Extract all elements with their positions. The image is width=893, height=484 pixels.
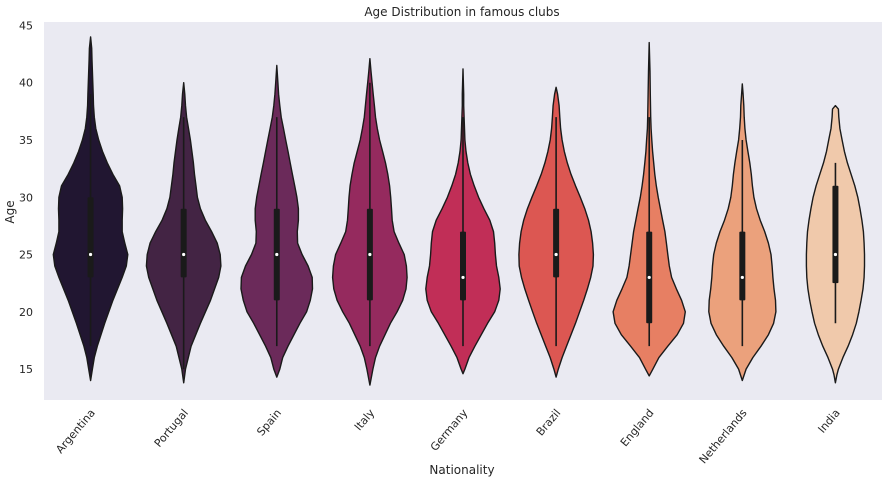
x-tick-label: Brazil <box>534 407 564 439</box>
median-point <box>647 275 651 280</box>
violin-england <box>612 41 686 377</box>
violin-india <box>805 104 866 384</box>
y-tick-label: 35 <box>19 134 33 147</box>
y-tick-label: 40 <box>19 77 33 90</box>
y-tick-label: 25 <box>19 249 33 262</box>
iqr-box <box>739 231 746 301</box>
median-point <box>368 252 372 257</box>
x-tick-label: Netherlands <box>697 406 750 466</box>
y-tick-label: 30 <box>19 191 33 204</box>
x-tick-label: Portugal <box>152 407 191 450</box>
violin-italy <box>331 58 408 386</box>
x-tick-label: England <box>618 407 657 450</box>
iqr-box <box>832 185 839 284</box>
x-tick-label: Germany <box>428 406 471 453</box>
iqr-box <box>553 208 560 278</box>
y-tick-label: 15 <box>19 363 33 376</box>
x-tick-label: India <box>815 407 842 436</box>
median-point <box>182 252 186 257</box>
chart-title: Age Distribution in famous clubs <box>364 5 559 19</box>
violin-brazil <box>518 86 595 378</box>
violins <box>52 36 866 386</box>
violin-germany <box>425 68 501 375</box>
x-tick-label: Argentina <box>53 407 97 456</box>
y-tick-labels: 15 20 25 30 35 40 45 <box>19 19 33 376</box>
y-tick-label: 45 <box>19 19 33 32</box>
iqr-box <box>180 208 187 278</box>
x-axis-label: Nationality <box>429 463 494 477</box>
y-axis-label: Age <box>3 200 17 223</box>
median-point <box>740 275 744 280</box>
violin-spain <box>240 64 314 378</box>
median-point <box>88 252 93 257</box>
x-tick-label: Spain <box>254 407 284 439</box>
iqr-box <box>87 197 94 278</box>
x-tick-labels: Argentina Portugal Spain Italy Germany Brazil… <box>53 406 842 466</box>
violin-argentina <box>52 36 129 382</box>
iqr-box <box>460 231 466 301</box>
violin-netherlands <box>708 83 777 382</box>
x-tick-label: Italy <box>352 406 378 433</box>
median-point <box>554 252 558 257</box>
y-tick-label: 20 <box>19 306 33 319</box>
median-point <box>461 275 465 280</box>
median-point <box>833 252 838 257</box>
violin-portugal <box>145 82 222 384</box>
median-point <box>275 252 279 257</box>
